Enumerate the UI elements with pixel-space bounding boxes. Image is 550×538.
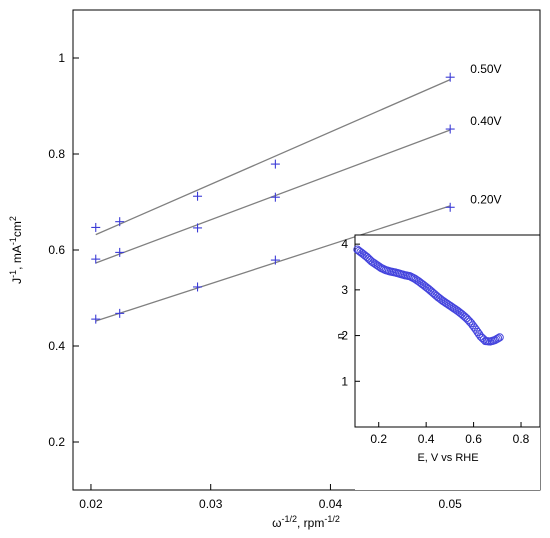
data-point-plus <box>270 159 280 169</box>
inset-y-tick-label: 3 <box>341 283 348 297</box>
main-y-tick-label: 1 <box>58 51 65 65</box>
inset-x-tick-label: 0.4 <box>418 432 435 446</box>
main-y-tick-label: 0.6 <box>48 243 65 257</box>
main-y-tick-label: 0.4 <box>48 339 65 353</box>
inset-y-axis-title: n <box>335 333 347 339</box>
inset-y-tick-label: 4 <box>341 237 348 251</box>
series-label: 0.20V <box>470 192 501 206</box>
inset-x-tick-label: 0.8 <box>513 432 530 446</box>
inset-y-ticks: 1 2 3 4 <box>341 237 360 388</box>
series-label: 0.40V <box>470 114 501 128</box>
data-point-plus <box>91 314 101 324</box>
inset-x-tick-label: 0.2 <box>370 432 387 446</box>
inset-y-tick-label: 2 <box>341 329 348 343</box>
main-fit-lines <box>95 79 451 322</box>
data-point-plus <box>91 222 101 232</box>
inset-data-point <box>495 333 504 342</box>
data-point-plus <box>193 282 203 292</box>
series-label: 0.50V <box>470 62 501 76</box>
inset-plot: 0.2 0.4 0.6 0.8 1 2 3 4 E, V vs RHE n <box>335 234 541 490</box>
inset-y-tick-label: 1 <box>341 374 348 388</box>
data-point-plus <box>270 192 280 202</box>
inset-data-points <box>353 245 504 346</box>
main-y-tick-label: 0.8 <box>48 147 65 161</box>
main-x-tick-label: 0.05 <box>439 497 463 511</box>
main-x-tick-label: 0.04 <box>319 497 343 511</box>
data-point-plus <box>91 254 101 264</box>
data-point-plus <box>270 255 280 265</box>
fit-line <box>95 129 451 264</box>
inset-x-axis-title: E, V vs RHE <box>417 452 478 464</box>
main-x-ticks: 0.02 0.03 0.04 0.05 <box>79 484 462 511</box>
main-y-axis-title: J-1, mA-1cm2 <box>8 216 24 284</box>
fit-line <box>95 79 451 236</box>
inset-data-point <box>493 334 503 343</box>
inset-plot-frame <box>354 234 541 428</box>
main-x-tick-label: 0.02 <box>79 497 103 511</box>
data-point-plus <box>445 202 455 212</box>
main-data-points <box>91 72 455 324</box>
fit-line <box>95 205 451 322</box>
inset-x-tick-label: 0.6 <box>465 432 482 446</box>
data-point-plus <box>115 247 125 257</box>
inset-x-ticks: 0.2 0.4 0.6 0.8 <box>370 422 530 446</box>
main-y-tick-label: 0.2 <box>48 435 65 449</box>
data-point-plus <box>445 72 455 82</box>
data-point-plus <box>193 223 203 233</box>
main-plot: 0.02 0.03 0.04 0.05 0.20.40.60.81 0.50V0.40… <box>8 9 541 530</box>
main-y-ticks: 0.2 0.4 0.6 0.8 1 <box>48 51 79 449</box>
main-x-tick-label: 0.03 <box>199 497 223 511</box>
main-series-labels: 0.50V 0.40V 0.20V <box>470 62 501 206</box>
data-point-plus <box>115 217 125 227</box>
data-point-plus <box>445 124 455 134</box>
data-point-plus <box>115 308 125 318</box>
data-point-plus <box>193 191 203 201</box>
main-x-axis-title: ω-1/2, rpm-1/2 <box>272 514 340 530</box>
